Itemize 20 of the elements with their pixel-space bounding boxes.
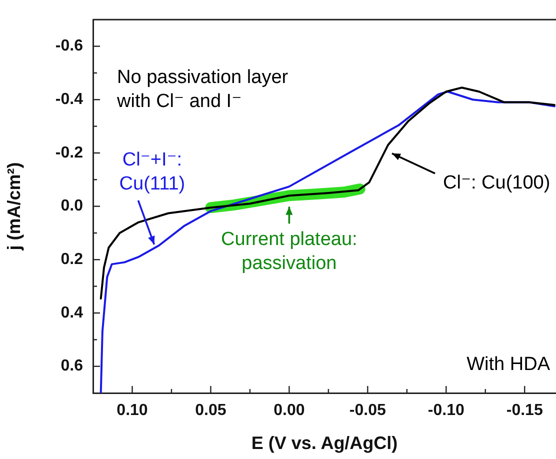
annotation: No passivation layer with Cl⁻ and I⁻ <box>116 66 289 112</box>
y-tick-label: 0.2 <box>60 251 84 268</box>
y-tick-label: -0.6 <box>55 38 84 55</box>
annotation: Cl⁻: Cu(100) <box>443 172 550 194</box>
x-tick-label: 0.00 <box>274 402 305 420</box>
y-tick-label: 0.0 <box>60 198 84 215</box>
x-tick-label: 0.10 <box>116 402 148 420</box>
x-axis-title: E (V vs. Ag/AgCl) <box>251 433 398 454</box>
x-tick-label: -0.10 <box>428 402 464 420</box>
y-axis-title: j (mA/cm²) <box>4 162 24 252</box>
y-tick-label: 0.4 <box>60 304 84 322</box>
x-tick-label: -0.15 <box>506 402 543 420</box>
annotation: Current plateau: passivation <box>221 228 358 274</box>
y-tick-label: -0.4 <box>55 91 84 108</box>
y-tick-label: 0.6 <box>60 358 84 375</box>
x-tick-label: -0.05 <box>349 402 386 420</box>
y-tick-label: -0.2 <box>55 144 84 162</box>
x-tick-label: 0.05 <box>195 402 226 420</box>
annotation: Cl⁻+I⁻: Cu(111) <box>119 150 186 195</box>
annotation: With HDA <box>466 354 550 376</box>
